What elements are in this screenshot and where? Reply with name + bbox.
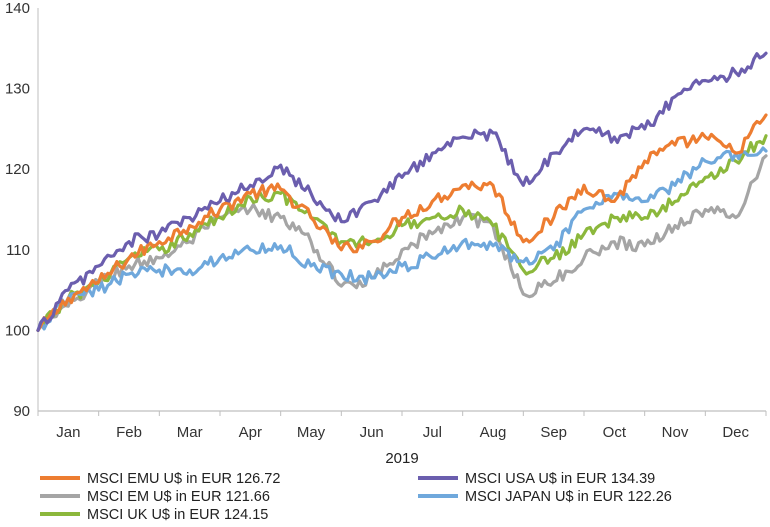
- y-tick-label: 90: [13, 403, 30, 420]
- x-tick-label: Oct: [603, 424, 627, 441]
- series-line: [36, 113, 768, 332]
- x-tick-label: Nov: [662, 424, 689, 441]
- x-tick-label: Jun: [360, 424, 384, 441]
- axes: [37, 8, 766, 412]
- y-tick-label: 140: [5, 0, 30, 17]
- x-tick-label: May: [297, 424, 326, 441]
- legend-label: MSCI EMU U$ in EUR 126.72: [87, 471, 280, 487]
- series-line: [36, 134, 768, 332]
- series-line: [36, 154, 768, 332]
- x-tick-label: Apr: [239, 424, 262, 441]
- y-tick-label: 100: [5, 322, 30, 339]
- series-lines: [36, 51, 768, 332]
- legend-label: MSCI EM U$ in EUR 121.66: [87, 489, 270, 505]
- series-line: [36, 146, 768, 332]
- y-tick-labels: 90 100 110 120 130 140: [5, 0, 30, 420]
- y-tick-label: 110: [6, 242, 30, 259]
- x-tick-label: Feb: [116, 424, 142, 441]
- x-tick-label: Mar: [177, 424, 203, 441]
- legend: MSCI EMU U$ in EUR 126.72 MSCI EM U$ in E…: [40, 471, 672, 523]
- x-tick-label: Dec: [722, 424, 749, 441]
- series-line: [36, 51, 768, 332]
- y-tick-label: 130: [5, 81, 30, 98]
- y-tick-label: 120: [5, 161, 30, 178]
- x-axis-title: 2019: [385, 450, 418, 467]
- x-tick-label: Jan: [56, 424, 80, 441]
- legend-label: MSCI UK U$ in EUR 124.15: [87, 507, 268, 523]
- legend-label: MSCI USA U$ in EUR 134.39: [465, 471, 655, 487]
- legend-label: MSCI JAPAN U$ in EUR 122.26: [465, 489, 672, 505]
- x-tick-labels: Jan Feb Mar Apr May Jun Jul Aug Sep Oct Nov Dec: [37, 411, 767, 441]
- x-tick-label: Jul: [423, 424, 442, 441]
- x-tick-label: Sep: [540, 424, 567, 441]
- x-tick-label: Aug: [480, 424, 507, 441]
